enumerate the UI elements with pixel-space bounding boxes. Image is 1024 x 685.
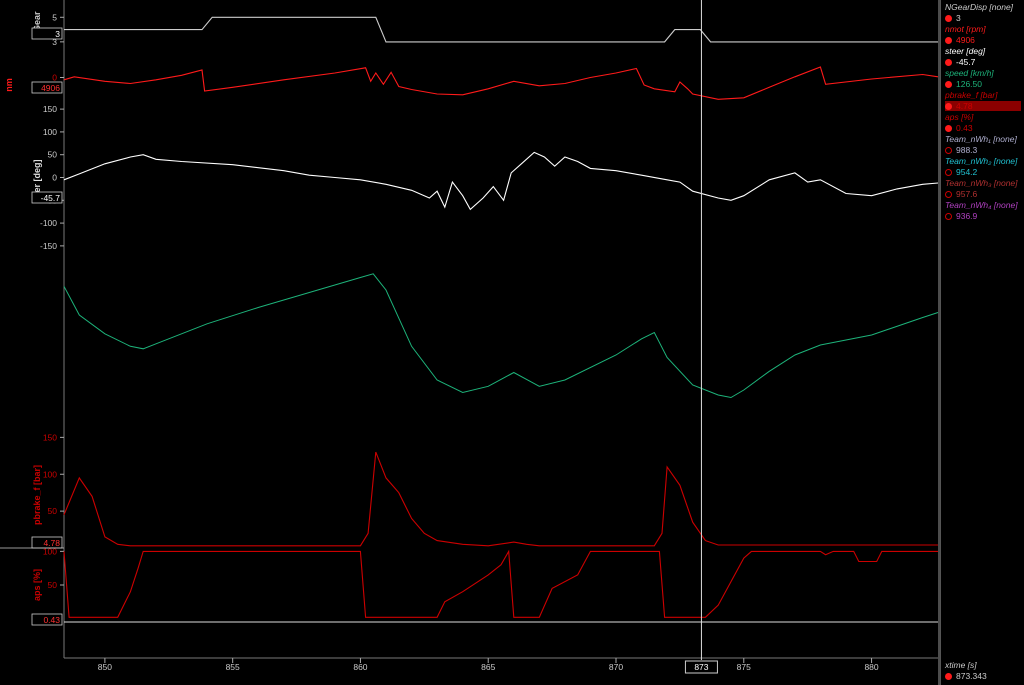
legend-channel-value: 4906: [945, 35, 975, 45]
aps-cursor-box: [31, 613, 63, 626]
legend-value-text: 988.3: [956, 145, 978, 155]
legend-channel-label[interactable]: aps [%]: [945, 112, 974, 122]
legend-channel-label[interactable]: speed [km/h]: [945, 68, 994, 78]
steer-axis-label: teer [deg]: [32, 159, 42, 200]
legend-channel-value: 873.343: [945, 671, 987, 681]
legend-dot-icon: [945, 103, 952, 111]
legend-value-text: 936.9: [956, 211, 978, 221]
legend-channel-label[interactable]: Team_nWh₄ [none]: [945, 200, 1018, 210]
rpm-series-line: [63, 66, 939, 100]
legend-dot-icon: [945, 673, 952, 681]
legend-channel-label[interactable]: NGearDisp [none]: [945, 2, 1014, 12]
cursor-time-label: 873: [694, 662, 708, 672]
steer-cursor-value: -45.7: [41, 193, 61, 203]
gear-tick-label: 5: [52, 12, 57, 22]
legend-channel-label[interactable]: Team_nWh₁ [none]: [945, 134, 1017, 144]
legend-channel-label[interactable]: Team_nWh₃ [none]: [945, 178, 1018, 188]
gear-axis-label: NGear: [32, 11, 42, 39]
steer-tick-label: 150: [43, 104, 57, 114]
aps-series-line: [63, 549, 938, 618]
steer-cursor-box: [31, 191, 63, 204]
legend-dot-icon: [945, 15, 952, 23]
x-tick-label: 860: [353, 662, 367, 672]
legend-channel-value: 936.9: [945, 211, 977, 221]
legend-value-text: 3: [956, 13, 961, 23]
legend-value-text: 4.78: [956, 101, 973, 111]
legend-value-text: 957.6: [956, 189, 978, 199]
steer-tick-label: 50: [48, 150, 58, 160]
gear-cursor-box: [31, 27, 63, 40]
pbrake-tick-label: 150: [43, 432, 57, 442]
legend-channel-value: 957.6: [945, 189, 977, 199]
legend-dot-icon: [945, 147, 952, 155]
legend-value-text: 4906: [956, 35, 975, 45]
aps-tick-label: 50: [48, 580, 58, 590]
pbrake-series-line: [63, 451, 938, 547]
legend-channel-value: -45.7: [945, 57, 975, 67]
x-tick-label: 850: [98, 662, 112, 672]
steer-tick-label: -100: [40, 218, 57, 228]
legend-channel-label[interactable]: xtime [s]: [945, 660, 977, 670]
gear-series-line: [64, 16, 938, 43]
gear-cursor-value: 3: [55, 29, 60, 39]
rpm-axis-label: nm: [4, 78, 14, 92]
legend-dot-icon: [945, 191, 952, 199]
legend-dot-icon: [945, 125, 952, 133]
x-tick-label: 870: [609, 662, 623, 672]
steer-series-line: [63, 151, 939, 211]
legend-channel-label[interactable]: pbrake_f [bar]: [945, 90, 998, 100]
x-tick-label: 865: [481, 662, 495, 672]
aps-tick-label: 100: [43, 546, 57, 556]
steer-tick-label: -150: [40, 241, 57, 251]
legend-channel-value: 126.50: [945, 79, 982, 89]
pbrake-axis-label: pbrake_f [bar]: [32, 465, 42, 525]
legend-dot-icon: [945, 37, 952, 45]
channel-legend: NGearDisp [none] 3 nmot [rpm] 4906 steer [de…: [940, 0, 1024, 685]
legend-channel-value: 3: [945, 13, 961, 23]
pbrake-cursor-value: 4.78: [43, 538, 60, 548]
steer-tick-label: 100: [43, 127, 57, 137]
cursor-time-box: [684, 660, 718, 674]
legend-dot-icon: [945, 169, 952, 177]
aps-cursor-value: 0.43: [43, 615, 60, 625]
x-tick-label: 880: [864, 662, 878, 672]
pbrake-tick-label: 50: [48, 506, 58, 516]
legend-channel-value: 954.2: [945, 167, 977, 177]
rpm-tick-label: 0: [52, 73, 57, 83]
steer-tick-label: 0: [52, 173, 57, 183]
legend-dot-icon: [945, 81, 952, 89]
speed-series-line: [63, 273, 939, 399]
legend-value-text: 954.2: [956, 167, 978, 177]
legend-dot-icon: [945, 213, 952, 221]
legend-value-text: 873.343: [956, 671, 987, 681]
rpm-cursor-box: [31, 81, 63, 94]
gear-tick-label: 3: [52, 37, 57, 47]
x-tick-label: 875: [737, 662, 751, 672]
legend-channel-label[interactable]: steer [deg]: [945, 46, 986, 56]
aps-axis-label: aps [%]: [32, 569, 42, 601]
legend-value-text: -45.7: [956, 57, 976, 67]
legend-channel-value: 0.43: [945, 123, 973, 133]
x-tick-label: 855: [226, 662, 240, 672]
legend-channel-value: 4.78: [945, 101, 1021, 111]
pbrake-tick-label: 100: [43, 469, 57, 479]
legend-dot-icon: [945, 59, 952, 67]
legend-channel-label[interactable]: Team_nWh₂ [none]: [945, 156, 1018, 166]
legend-channel-value: 988.3: [945, 145, 977, 155]
legend-value-text: 0.43: [956, 123, 973, 133]
legend-channel-label[interactable]: nmot [rpm]: [945, 24, 986, 34]
rpm-cursor-value: 4906: [41, 83, 60, 93]
legend-value-text: 126.50: [956, 79, 982, 89]
